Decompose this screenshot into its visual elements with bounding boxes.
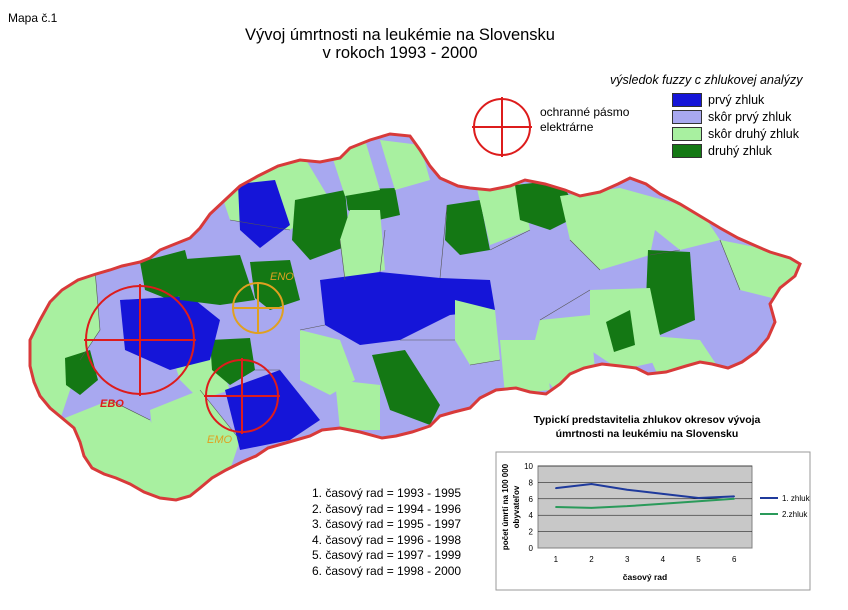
chart-legend-label: 2.zhluk [782,510,808,519]
data-point [662,502,664,505]
legend-item: skôr druhý zhluk [672,126,799,141]
ebo-label: EBO [100,398,124,410]
data-point [590,483,593,485]
data-point [590,507,593,509]
y-tick-label: 6 [529,495,534,504]
chart-title-line-2: úmrtnosti na leukémiu na Slovensku [555,428,739,440]
eno-buffer-circle [232,282,284,334]
legend-swatch [672,143,702,158]
data-point [626,488,628,491]
time-series-item: 5. časový rad = 1997 - 1999 [312,548,462,563]
x-tick-label: 3 [625,555,630,564]
map-number-label: Mapa č.1 [8,11,58,25]
time-series-item: 2. časový rad = 1994 - 1996 [312,501,462,516]
time-series-item: 4. časový rad = 1996 - 1998 [312,532,462,547]
y-tick-label: 10 [524,462,533,471]
legend-item: prvý zhluk [672,92,764,107]
legend-item: skôr prvý zhluk [672,109,791,124]
emo-buffer-circle [204,358,280,434]
y-tick-label: 0 [529,544,534,553]
map-title: Vývoj úmrtnosti na leukémie na Slovensku… [190,26,610,62]
data-point [555,506,557,508]
data-point [733,495,735,498]
title-line-2: v rokoch 1993 - 2000 [322,44,478,62]
buffer-label-line-1: ochranné pásmo [540,105,630,119]
y-tick-label: 4 [529,511,534,520]
district-boundaries [79,204,741,441]
x-tick-label: 6 [732,555,737,564]
legend-swatch [672,92,702,107]
legend-label: prvý zhluk [708,92,765,107]
y-tick-label: 8 [529,478,534,487]
legend-swatch [672,126,702,141]
y-axis-label-line-1: počet úmrtí na 100 000 [501,463,510,550]
buffer-legend-icon [472,97,532,157]
eno-label: ENO [270,271,294,283]
buffer-label-line-2: elektrárne [540,120,594,134]
time-series-item: 3. časový rad = 1995 - 1997 [312,517,462,532]
data-point [733,498,735,500]
slovakia-outline [28,132,802,502]
data-point [662,493,664,495]
time-series-item: 1. časový rad = 1993 - 1995 [312,486,462,500]
legend-label: druhý zhluk [708,143,772,158]
buffer-zone-label: ochranné pásmo elektrárne [540,105,629,135]
time-series-item: 6. časový rad = 1998 - 2000 [312,563,462,578]
chart-title: Typickí predstavitelia zhlukov okresov v… [497,413,797,441]
x-tick-label: 4 [661,555,666,564]
x-tick-label: 1 [554,555,559,564]
chart-legend-label: 1. zhluk [782,494,811,503]
data-point [555,487,557,489]
chart-title-line-1: Typickí predstavitelia zhlukov okresov v… [533,414,761,426]
title-line-1: Vývoj úmrtnosti na leukémie na Slovensku [245,26,555,44]
y-tick-label: 2 [529,528,534,537]
series-line [555,497,735,509]
series-line [555,483,735,499]
x-tick-label: 2 [589,555,594,564]
time-series-list: 1. časový rad = 1993 - 1995 2. časový ra… [312,486,461,580]
ebo-buffer-circle [84,284,196,396]
data-point [697,497,700,499]
x-tick-label: 5 [696,555,701,564]
legend-label: skôr prvý zhluk [708,109,792,124]
legend-swatch [672,109,702,124]
x-axis-label: časový rad [623,572,667,582]
legend-title: výsledok fuzzy c zhlukovej analýzy [610,73,803,87]
y-axis-label-line-2: obyvateľov [512,485,521,528]
legend-item: druhý zhluk [672,143,772,158]
legend-label: skôr druhý zhluk [708,126,800,141]
data-point [697,500,700,503]
data-point [626,505,628,507]
emo-label: EMO [207,434,233,446]
